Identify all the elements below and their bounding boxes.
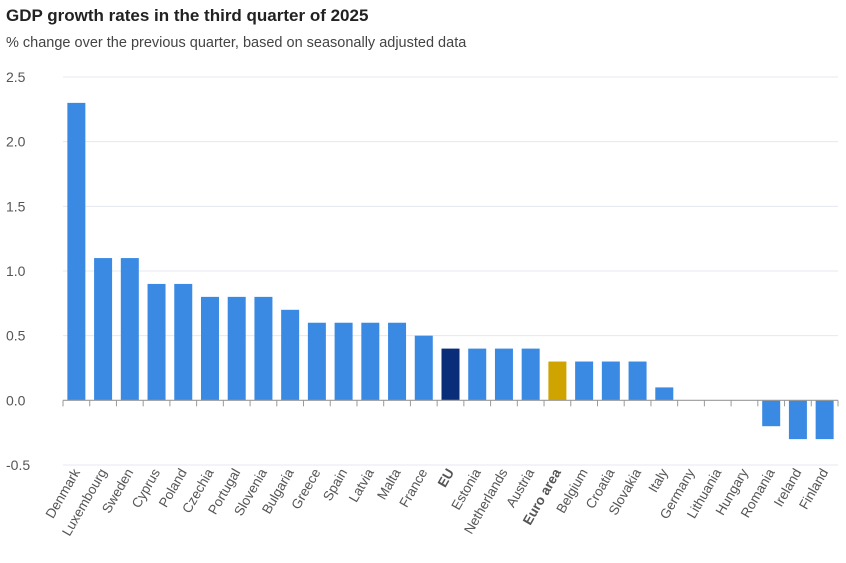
y-tick-label: 2.0 — [6, 134, 26, 150]
bar-austria — [521, 348, 540, 401]
bar-sweden — [120, 258, 139, 401]
y-tick-label: 1.0 — [6, 263, 26, 279]
x-tick-label: Latvia — [346, 466, 377, 505]
bar-france — [414, 335, 433, 401]
bar-greece — [307, 322, 326, 401]
x-tick-label: EU — [435, 466, 457, 490]
bar-latvia — [361, 322, 380, 401]
bar-portugal — [227, 296, 246, 401]
x-tick-label: Italy — [646, 466, 671, 495]
bar-spain — [334, 322, 353, 401]
bar-finland — [815, 400, 834, 440]
bar-eu — [441, 348, 460, 401]
bar-cyprus — [147, 283, 166, 401]
bar-malta — [388, 322, 407, 401]
y-tick-label: 2.5 — [6, 69, 26, 85]
chart-title: GDP growth rates in the third quarter of… — [6, 6, 369, 25]
bar-estonia — [468, 348, 487, 401]
chart-subtitle: % change over the previous quarter, base… — [6, 35, 467, 51]
bar-croatia — [601, 361, 620, 401]
bar-euro-area — [548, 361, 567, 401]
y-tick-label: 0.5 — [6, 328, 26, 344]
y-tick-label: 1.5 — [6, 198, 26, 214]
bar-slovenia — [254, 296, 273, 401]
bar-ireland — [788, 400, 807, 440]
bar-bulgaria — [281, 309, 300, 401]
bar-denmark — [67, 102, 86, 401]
bar-italy — [655, 387, 674, 401]
bar-slovakia — [628, 361, 647, 401]
bar-netherlands — [494, 348, 513, 401]
bar-romania — [762, 400, 781, 427]
bar-czechia — [200, 296, 219, 401]
bar-belgium — [575, 361, 594, 401]
y-tick-label: 0.0 — [6, 392, 26, 408]
y-tick-label: -0.5 — [6, 457, 30, 473]
bar-luxembourg — [94, 258, 113, 401]
bar-poland — [174, 283, 193, 401]
